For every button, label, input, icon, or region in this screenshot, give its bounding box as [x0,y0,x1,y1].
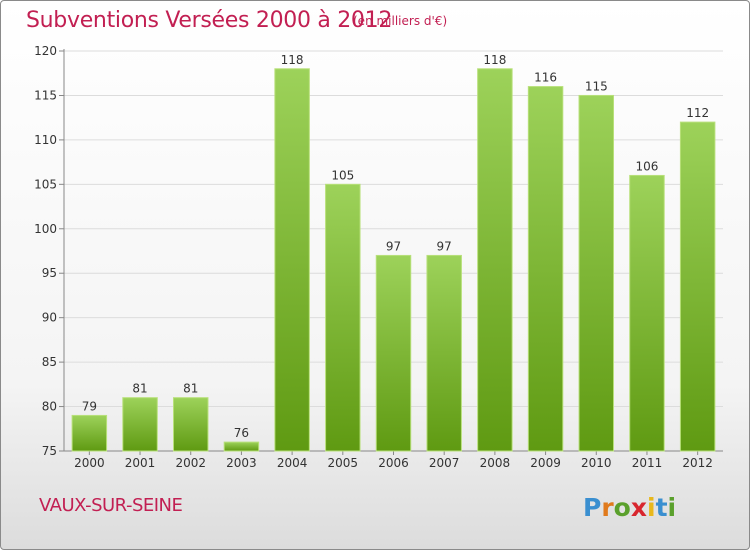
y-tick-label: 80 [42,400,57,414]
data-label: 76 [234,426,249,440]
proxiti-logo: Proxiti [583,493,676,522]
svg-text:Proxiti: Proxiti [583,493,676,522]
x-tick-label: 2004 [277,456,308,470]
x-tick-label: 2003 [226,456,257,470]
x-tick-label: 2008 [480,456,511,470]
data-label: 118 [281,53,304,67]
x-tick-label: 2012 [682,456,713,470]
commune-name: VAUX-SUR-SEINE [39,495,183,516]
x-tick-label: 2010 [581,456,612,470]
x-tick-label: 2001 [125,456,156,470]
y-tick-label: 115 [34,88,57,102]
y-tick-label: 105 [34,177,57,191]
data-label: 81 [132,382,147,396]
y-tick-label: 75 [42,444,57,458]
bar-2005 [325,183,361,452]
data-label: 106 [636,159,659,173]
x-tick-label: 2011 [632,456,663,470]
data-labels: 79 81 81 76 118 105 97 97 118 116 115 106 112 [82,53,709,440]
y-tick-label: 95 [42,266,57,280]
y-tick-label: 100 [34,222,57,236]
x-tick-label: 2009 [530,456,561,470]
data-label: 79 [82,399,97,413]
data-label: 115 [585,79,608,93]
bar-2009 [527,86,564,452]
bars [71,68,716,452]
axes: 75 80 85 90 95 100 105 110 115 120 2000 2001 2002 200… [34,44,723,470]
bar-2010 [578,94,615,452]
chart-title: Subventions Versées 2000 à 2012 [26,8,393,33]
data-label: 105 [331,168,354,182]
bar-2001 [122,397,158,452]
x-tick-label: 2006 [378,456,409,470]
x-tick-label: 2007 [429,456,460,470]
data-label: 116 [534,71,557,85]
data-label: 97 [386,239,401,253]
y-tick-label: 85 [42,355,57,369]
bar-2002 [172,397,209,452]
bar-2000 [71,414,108,452]
data-label: 118 [483,53,506,67]
x-tick-label: 2000 [74,456,105,470]
data-label: 81 [183,382,198,396]
bar-2007 [426,254,462,452]
bar-2006 [375,254,412,452]
data-label: 97 [437,239,452,253]
chart-subtitle: (en milliers d'€) [353,14,448,28]
bar-2004 [274,68,310,452]
bar-2003 [223,441,260,452]
bar-2008 [477,68,513,452]
data-label: 112 [686,106,709,120]
y-tick-label: 120 [34,44,57,58]
bar-2011 [629,174,665,452]
bar-2012 [679,121,716,452]
y-tick-label: 90 [42,311,57,325]
x-tick-label: 2005 [328,456,359,470]
x-tick-label: 2002 [175,456,206,470]
y-tick-label: 110 [34,133,57,147]
